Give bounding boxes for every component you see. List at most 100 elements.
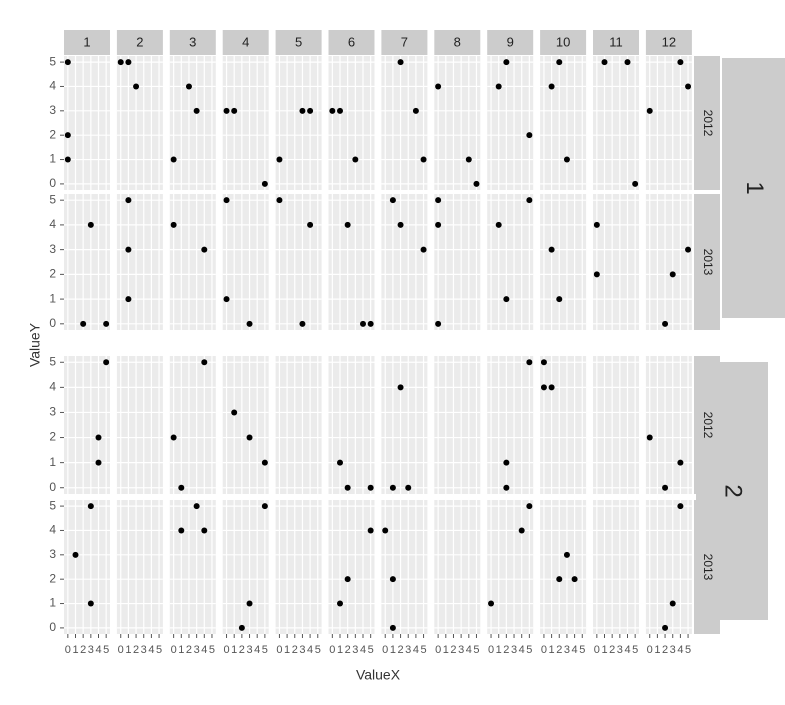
point: [117, 59, 124, 66]
point: [299, 107, 306, 114]
point: [382, 527, 389, 534]
y-tick-label: 1: [49, 152, 56, 166]
point: [435, 221, 442, 228]
point: [420, 156, 427, 163]
y-tick-label: 2: [49, 127, 56, 141]
point: [540, 384, 547, 391]
panel: [275, 500, 322, 634]
point: [389, 576, 396, 583]
panel: [381, 56, 428, 190]
y-tick-label: 5: [49, 498, 56, 512]
point: [193, 107, 200, 114]
x-tick-label: 4: [201, 644, 207, 656]
point: [389, 197, 396, 204]
point: [223, 107, 230, 114]
point: [125, 197, 132, 204]
point: [465, 156, 472, 163]
y-tick-label: 1: [49, 596, 56, 610]
point: [178, 484, 185, 491]
point: [87, 600, 94, 607]
row-strip-label: 2013: [701, 554, 715, 581]
column-strip: [487, 30, 534, 55]
x-tick-label: 0: [223, 644, 229, 656]
x-tick-label: 2: [292, 644, 298, 656]
x-tick-label: 2: [556, 644, 562, 656]
panel: [169, 356, 216, 494]
panel: [593, 56, 639, 190]
panel: [222, 356, 269, 494]
x-tick-label: 5: [262, 644, 268, 656]
point: [662, 624, 669, 631]
point: [571, 576, 578, 583]
point: [677, 59, 684, 66]
panel: [540, 56, 587, 190]
point: [662, 484, 669, 491]
panel: [64, 56, 110, 190]
point: [526, 132, 533, 139]
column-strip: [116, 30, 163, 55]
point: [624, 59, 631, 66]
panel: [328, 56, 375, 190]
point: [503, 459, 510, 466]
point: [435, 197, 442, 204]
x-tick-label: 2: [450, 644, 456, 656]
point: [360, 320, 366, 327]
x-tick-label: 3: [246, 644, 252, 656]
column-strip: [434, 30, 481, 55]
x-tick-label: 0: [118, 644, 124, 656]
point: [548, 83, 555, 90]
column-strip: [64, 30, 110, 55]
point: [503, 59, 510, 66]
panel: [328, 194, 375, 330]
point: [344, 484, 351, 491]
point: [261, 503, 268, 510]
x-tick-label: 3: [564, 644, 570, 656]
x-tick-label: 5: [156, 644, 162, 656]
panel: [275, 56, 322, 190]
column-strip: [222, 30, 269, 55]
point: [669, 271, 676, 278]
row-strip: [694, 56, 720, 190]
panel: [434, 500, 481, 634]
panel: [64, 194, 110, 330]
column-strip: [540, 30, 587, 55]
y-tick-label: 5: [49, 192, 56, 206]
x-tick-label: 1: [337, 644, 343, 656]
x-tick-label: 2: [345, 644, 351, 656]
point: [646, 434, 653, 441]
column-strip-label: 7: [401, 34, 408, 49]
point: [685, 246, 692, 253]
row-strip: [694, 356, 720, 494]
point: [72, 551, 79, 558]
column-strip: [275, 30, 322, 55]
x-tick-label: 0: [647, 644, 653, 656]
point: [556, 59, 563, 66]
y-tick-label: 5: [49, 354, 56, 368]
point: [329, 107, 336, 114]
point: [677, 459, 684, 466]
point: [170, 434, 177, 441]
x-tick-label: 0: [329, 644, 335, 656]
point: [601, 59, 608, 66]
x-tick-label: 5: [526, 644, 532, 656]
y-tick-label: 3: [49, 242, 56, 256]
x-tick-label: 1: [125, 644, 131, 656]
point: [389, 484, 396, 491]
x-axis-label: ValueX: [356, 667, 401, 683]
y-tick-label: 0: [49, 316, 56, 330]
x-tick-label: 3: [511, 644, 517, 656]
column-strip-label: 5: [295, 34, 302, 49]
x-tick-label: 4: [572, 644, 578, 656]
point: [201, 527, 208, 534]
x-tick-label: 5: [579, 644, 585, 656]
point: [405, 484, 412, 491]
point: [344, 221, 351, 228]
y-tick-label: 2: [49, 430, 56, 444]
point: [646, 107, 653, 114]
x-tick-label: 5: [632, 644, 638, 656]
point: [412, 107, 419, 114]
x-tick-label: 2: [503, 644, 509, 656]
panel: [169, 56, 216, 190]
column-strip-label: 2: [136, 34, 143, 49]
